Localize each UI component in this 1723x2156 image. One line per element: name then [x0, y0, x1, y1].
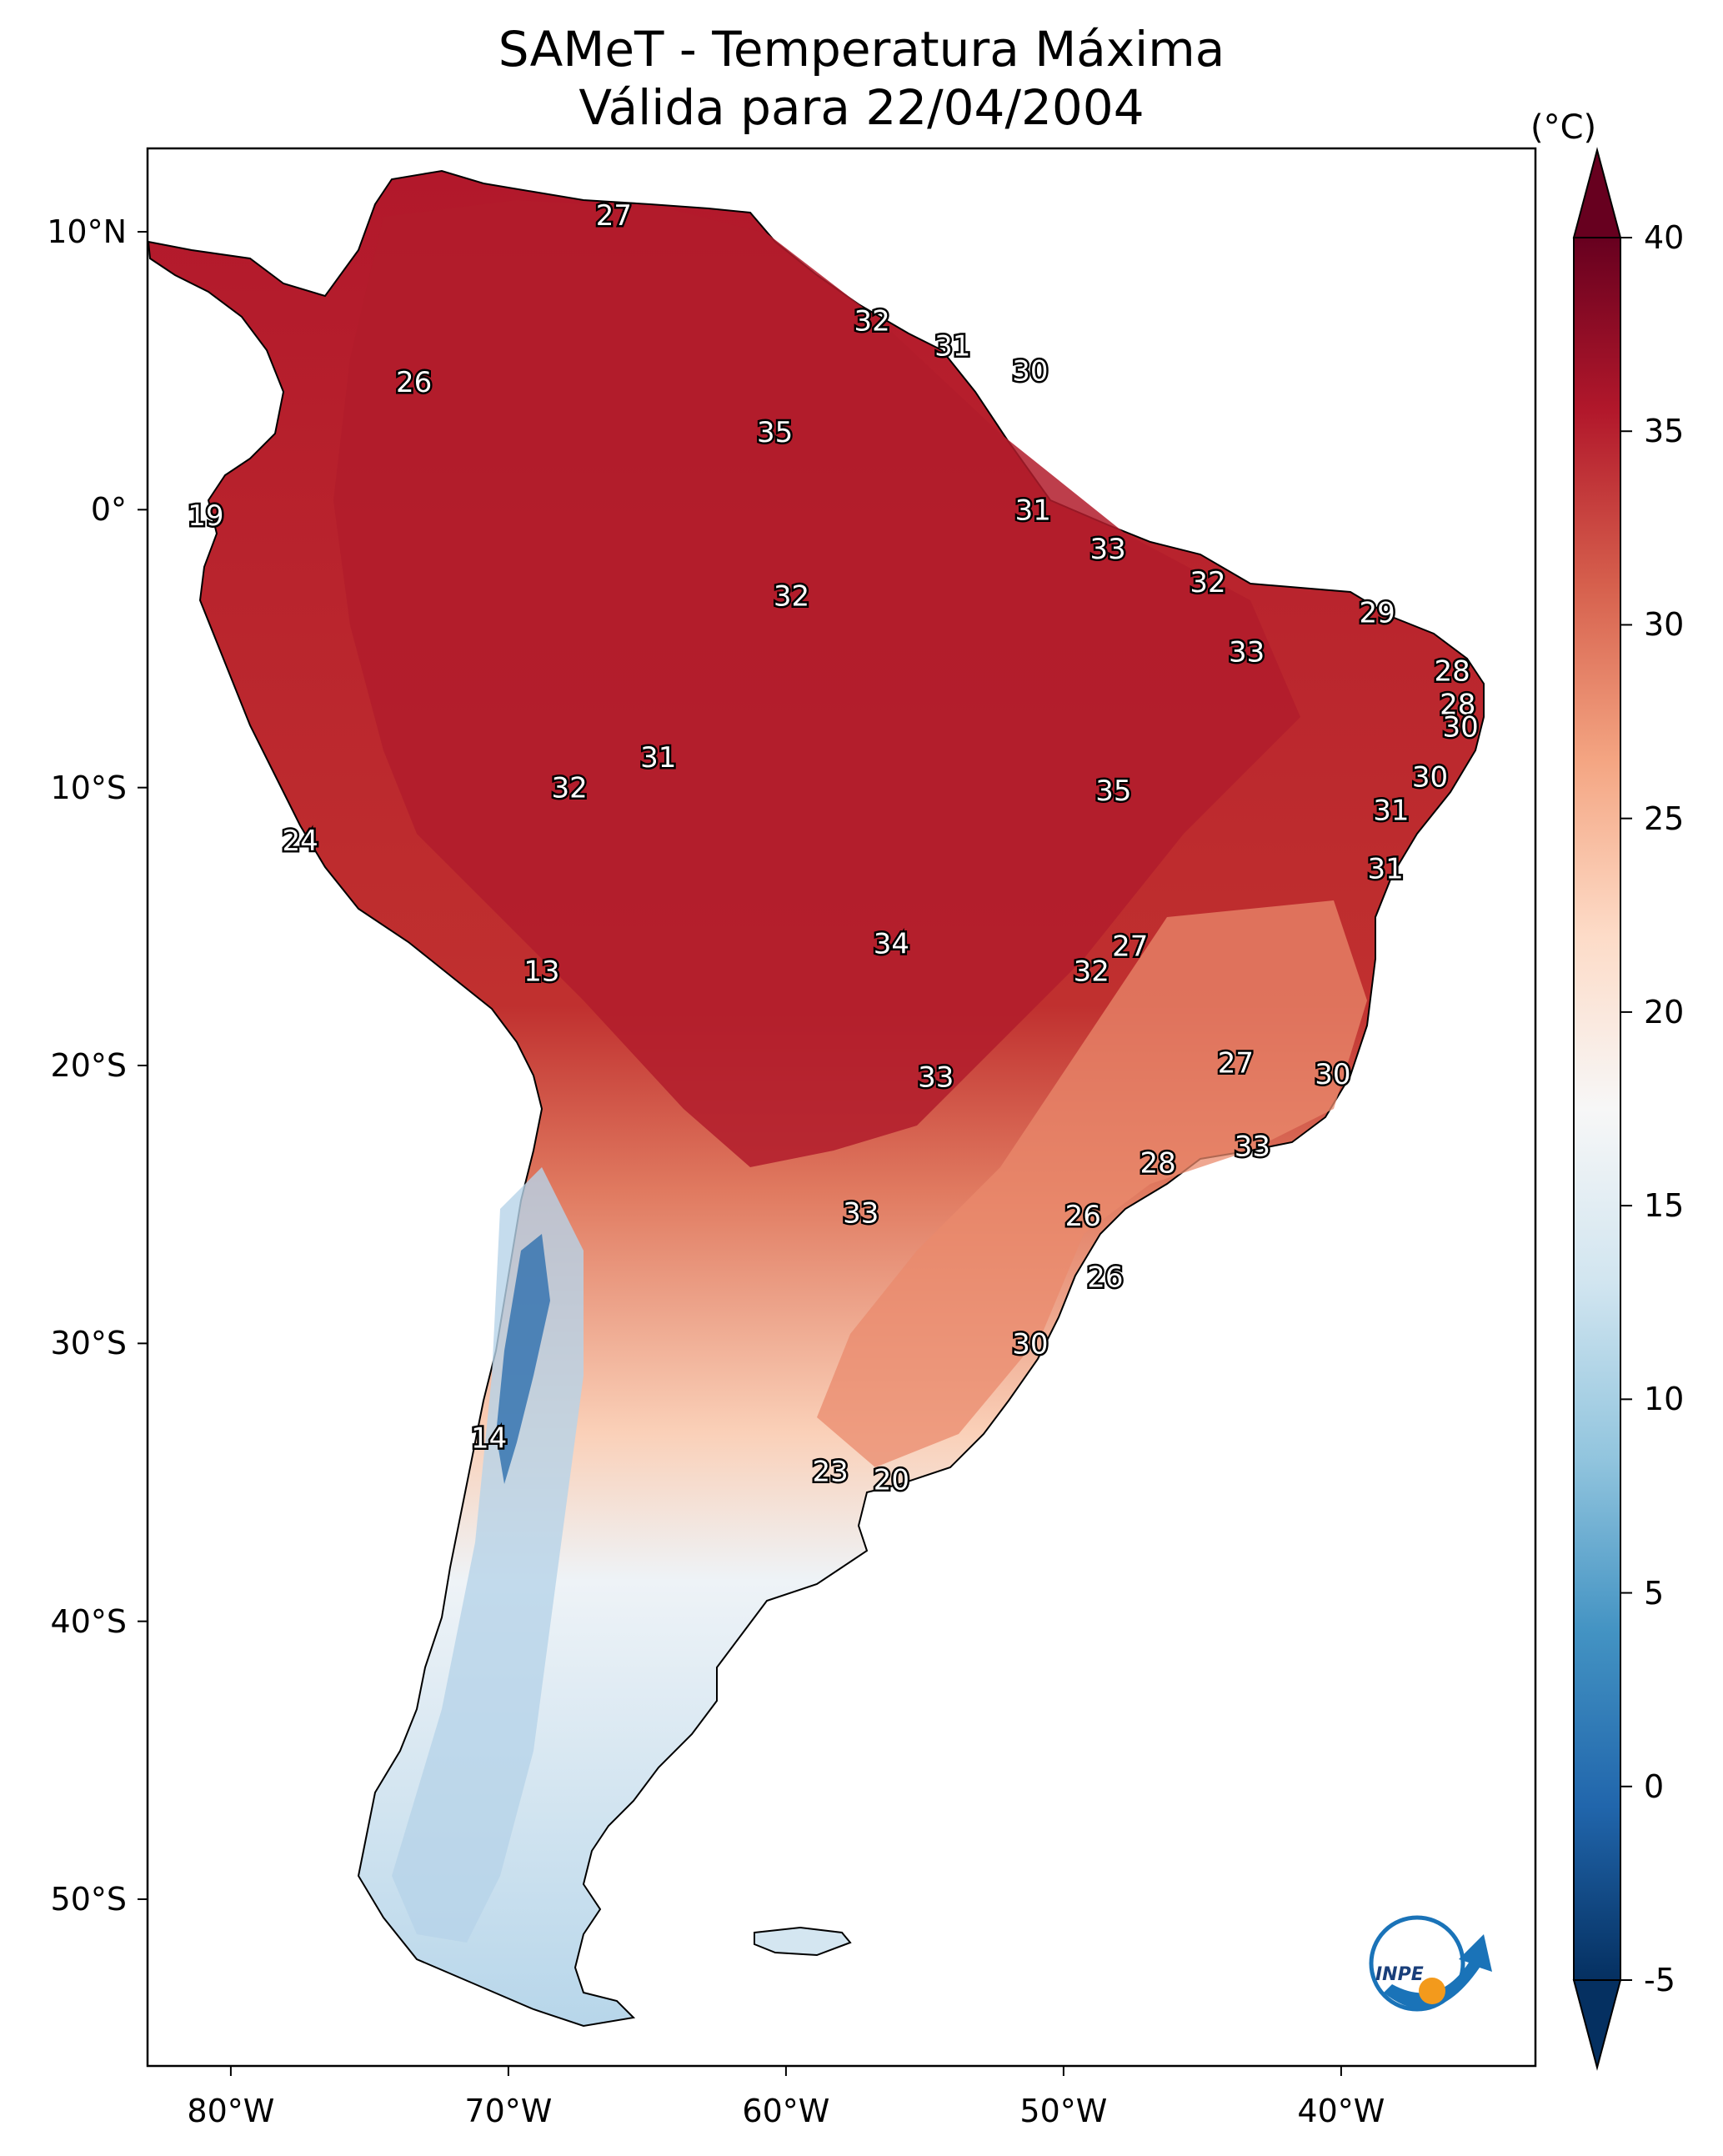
cold-andes-core: [496, 1234, 550, 1484]
station-value-label: 30: [1012, 1327, 1048, 1361]
station-value-label: 20: [874, 1464, 909, 1497]
logo-text: INPE: [1375, 1964, 1424, 1985]
station-value-label: 24: [283, 825, 318, 858]
inpe-logo: INPE: [1369, 1915, 1492, 2012]
map-subtitle: Válida para 22/04/2004: [579, 79, 1144, 136]
station-value-label: 32: [854, 305, 889, 338]
colorbar-tick-label: 35: [1644, 413, 1685, 450]
station-value-label: 32: [1074, 955, 1109, 989]
station-value-label: 35: [1095, 775, 1131, 808]
station-value-label: 14: [471, 1422, 507, 1456]
map-frame: [146, 147, 1537, 2068]
lat-tick-label: 10°N: [47, 213, 127, 250]
colorbar: [1572, 147, 1632, 2071]
lat-tick-label: 10°S: [50, 769, 127, 806]
colorbar-tick-label: 20: [1644, 993, 1685, 1030]
colorbar-tick-label: 5: [1644, 1574, 1665, 1612]
colorbar-tick-label: 10: [1644, 1381, 1685, 1418]
station-value-label: 23: [813, 1456, 849, 1489]
station-value-label: 28: [1440, 689, 1475, 722]
colorbar-unit: (°C): [1530, 108, 1597, 147]
station-value-label: 27: [1218, 1047, 1254, 1081]
colorbar-tick-label: 30: [1644, 606, 1685, 644]
lat-tick-label: 40°S: [50, 1602, 127, 1640]
axis-tick-marks: [138, 231, 1342, 2076]
station-value-label: 26: [1065, 1200, 1101, 1233]
warm-core-north: [333, 200, 1300, 1167]
station-value-label: 32: [1190, 566, 1225, 599]
station-value-label: 33: [1229, 635, 1265, 669]
station-value-label: 33: [918, 1060, 954, 1094]
station-value-label: 32: [552, 772, 588, 805]
mild-region-southeast: [817, 900, 1367, 1467]
station-value-label: 29: [1360, 597, 1395, 630]
station-value-label: 28: [1434, 655, 1470, 689]
logo-sun: [1419, 1978, 1445, 2004]
colorbar-tick-label: 15: [1644, 1187, 1685, 1225]
station-value-label: 19: [188, 499, 223, 533]
station-value-label: 35: [757, 416, 793, 449]
logo-ring: [1369, 1915, 1465, 2012]
colorbar-bottom-arrow: [1572, 1979, 1622, 2071]
lon-tick-label: 80°W: [187, 2093, 275, 2129]
lat-tick-label: 0°: [90, 491, 127, 529]
station-value-label: 32: [774, 580, 809, 614]
lon-tick-label: 60°W: [742, 2093, 830, 2129]
station-value-label: 30: [1315, 1058, 1350, 1091]
station-value-label: 30: [1012, 355, 1048, 389]
station-value-label: 33: [1235, 1131, 1270, 1164]
colorbar-tick-label: 25: [1644, 800, 1685, 837]
lon-tick-label: 70°W: [464, 2093, 553, 2129]
land-layer: [147, 169, 1485, 2028]
lat-tick-label: 50°S: [50, 1881, 127, 1918]
station-value-label: 27: [596, 199, 632, 233]
station-value-label: 34: [874, 927, 909, 960]
station-value-label: 26: [1087, 1261, 1123, 1294]
lon-tick-label: 40°W: [1297, 2093, 1385, 2129]
station-value-label: 31: [1373, 794, 1409, 827]
station-value-label: 13: [523, 955, 559, 989]
station-value-label: 27: [1112, 930, 1148, 964]
lat-tick-label: 20°S: [50, 1047, 127, 1084]
colorbar-tick-label: 40: [1644, 219, 1685, 256]
station-value-label: 31: [1368, 852, 1404, 885]
station-value-label: 31: [934, 330, 970, 364]
lat-tick-label: 30°S: [50, 1325, 127, 1362]
map-title: SAMeT - Temperatura Máxima: [498, 21, 1225, 78]
colorbar-tick-label: 0: [1644, 1767, 1665, 1805]
colorbar-tick-marks: [1620, 237, 1632, 1981]
colorbar-tick-label: -5: [1644, 1962, 1675, 1998]
falkland-islands: [754, 1926, 852, 1957]
station-value-label: 33: [1090, 533, 1126, 566]
station-value-label: 26: [396, 366, 432, 399]
colorbar-top-arrow: [1572, 147, 1622, 238]
lon-tick-label: 50°W: [1019, 2093, 1108, 2129]
station-value-label: 30: [1442, 710, 1478, 744]
station-value-label: 31: [640, 741, 676, 775]
station-value-label: 33: [843, 1197, 879, 1231]
colorbar-gradient: [1573, 237, 1621, 1981]
station-value-label: 31: [1015, 494, 1051, 527]
station-value-label: 30: [1412, 760, 1448, 794]
station-value-label: 28: [1139, 1147, 1175, 1181]
